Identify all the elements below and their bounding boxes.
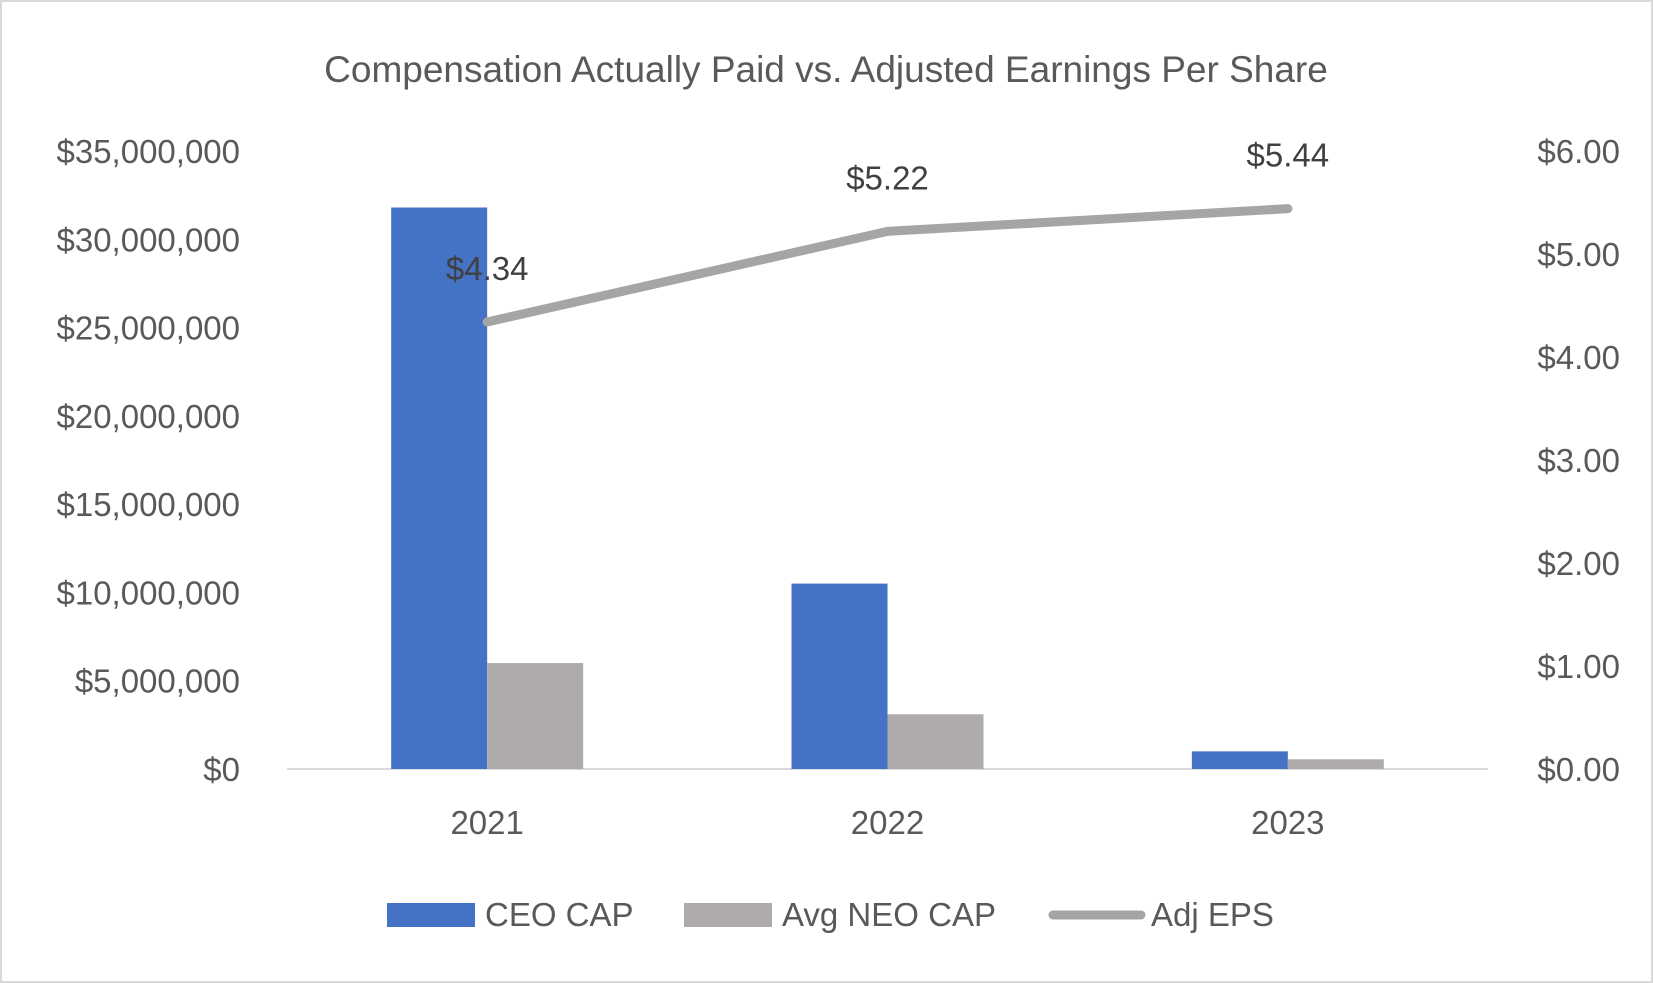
- bar-ceo-cap-2022: [791, 583, 888, 769]
- y-right-tick-label: $2.00: [1537, 545, 1620, 582]
- legend-swatch-avg-neo-cap: [684, 903, 772, 927]
- data-label-adj-eps: $5.44: [1247, 137, 1330, 174]
- data-label-adj-eps: $4.34: [446, 250, 529, 287]
- y-right-tick-label: $1.00: [1537, 648, 1620, 685]
- y-right-tick-label: $6.00: [1537, 133, 1620, 170]
- bar-avg-neo-cap-2021: [487, 663, 584, 769]
- legend-swatch-ceo-cap: [387, 903, 475, 927]
- y-left-tick-label: $20,000,000: [56, 398, 240, 435]
- legend-label: Avg NEO CAP: [782, 896, 996, 933]
- x-tick-label: 2023: [1251, 804, 1324, 841]
- y-right-tick-label: $0.00: [1537, 751, 1620, 788]
- x-tick-label: 2022: [851, 804, 924, 841]
- y-left-tick-label: $0: [203, 751, 240, 788]
- y-left-tick-label: $5,000,000: [75, 663, 240, 700]
- eps-line: [482, 204, 1293, 327]
- bar-ceo-cap-2021: [391, 207, 488, 769]
- bar-ceo-cap-2023: [1191, 751, 1288, 769]
- x-tick-label: 2021: [450, 804, 523, 841]
- legend: CEO CAP Avg NEO CAP Adj EPS: [387, 896, 1274, 933]
- bar-avg-neo-cap-2022: [887, 714, 984, 769]
- bars: [391, 207, 1384, 769]
- legend-label: CEO CAP: [485, 896, 634, 933]
- y-right-tick-label: $4.00: [1537, 339, 1620, 376]
- y-right-tick-label: $3.00: [1537, 442, 1620, 479]
- y-left-tick-label: $35,000,000: [56, 133, 240, 170]
- point-adj-eps-2022: [883, 226, 892, 236]
- chart-title: Compensation Actually Paid vs. Adjusted …: [324, 49, 1328, 90]
- y-left-tick-label: $30,000,000: [56, 221, 240, 258]
- line-adj-eps: [482, 204, 1293, 327]
- data-labels: $4.34 $5.22 $5.44: [446, 137, 1329, 287]
- legend-label: Adj EPS: [1151, 896, 1274, 933]
- y-right-tick-label: $5.00: [1537, 236, 1620, 273]
- bar-avg-neo-cap-2023: [1287, 759, 1384, 769]
- y-left-tick-label: $15,000,000: [56, 486, 240, 523]
- point-adj-eps-2021: [482, 317, 492, 327]
- y-left-tick-label: $10,000,000: [56, 574, 240, 611]
- point-adj-eps-2023: [1283, 204, 1293, 214]
- y-left-tick-label: $25,000,000: [56, 310, 240, 347]
- data-label-adj-eps: $5.22: [846, 159, 929, 196]
